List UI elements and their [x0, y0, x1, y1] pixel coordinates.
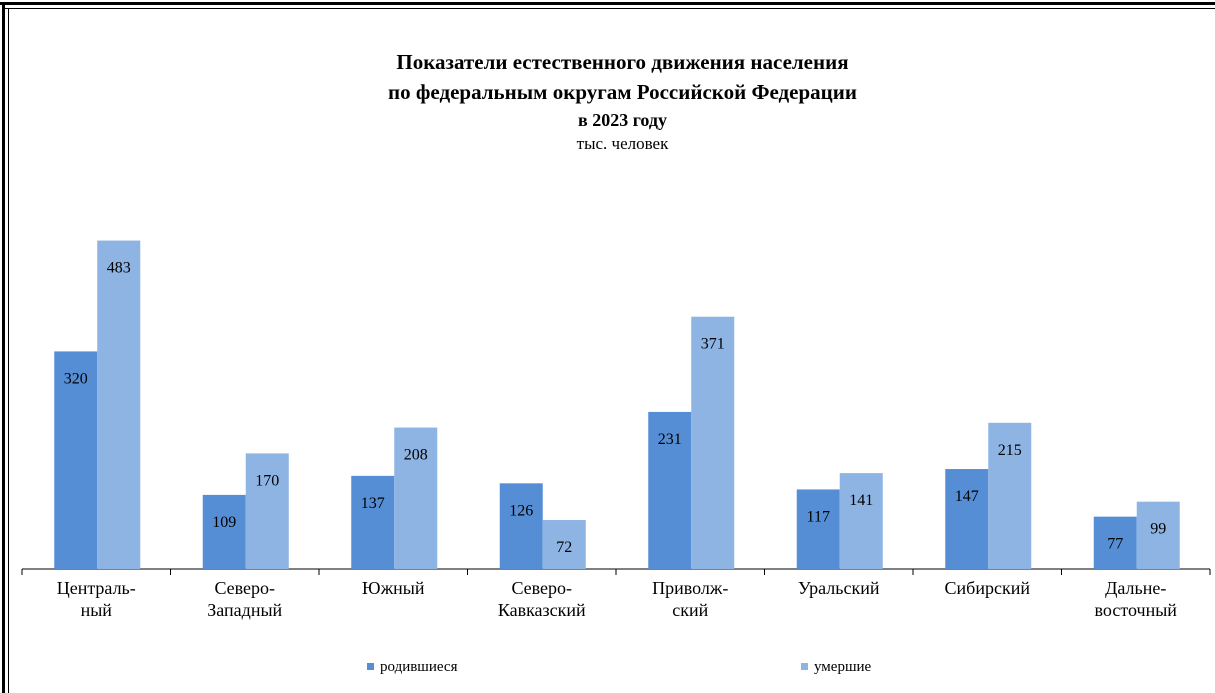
category-label: Южный: [362, 578, 425, 598]
category-label: Дальне-восточный: [1095, 578, 1178, 620]
data-label: 170: [255, 472, 279, 489]
bar-deaths: [1136, 501, 1180, 569]
bar-deaths: [394, 427, 438, 569]
chart-title: Показатели естественного движения населе…: [396, 50, 849, 74]
data-label: 371: [701, 336, 725, 353]
bar-deaths: [542, 520, 586, 569]
data-label: 72: [556, 539, 572, 556]
bar-births: [54, 351, 98, 569]
legend-label-births: родившиеся: [380, 659, 458, 675]
chart-subtitle: в 2023 году: [577, 110, 668, 130]
bar-births: [796, 489, 840, 569]
legend-label-deaths: умершие: [814, 659, 872, 675]
data-label: 137: [361, 495, 385, 512]
data-label: 117: [807, 508, 830, 525]
legend-swatch-deaths: [801, 663, 808, 670]
bar-births: [351, 475, 395, 569]
bar-births: [648, 411, 692, 569]
data-label: 208: [404, 447, 428, 464]
category-label: Северо-Западный: [207, 578, 282, 620]
bar-births: [499, 483, 543, 569]
category-label: Приволж-ский: [652, 578, 728, 620]
chart-unit: тыс. человек: [576, 134, 669, 153]
bar-deaths: [988, 422, 1032, 569]
data-label: 99: [1150, 521, 1166, 538]
data-label: 483: [107, 260, 131, 277]
bar-deaths: [839, 473, 883, 569]
bar-births: [945, 469, 989, 569]
category-label: Северо-Кавказский: [498, 578, 586, 620]
data-label: 147: [955, 488, 979, 505]
data-label: 215: [998, 442, 1022, 459]
category-label: Уральский: [798, 578, 880, 598]
data-label: 126: [509, 502, 533, 519]
frame-border-top: [0, 2, 1215, 5]
data-label: 141: [849, 492, 873, 509]
chart-title-line2: по федеральным округам Российской Федера…: [388, 80, 857, 104]
data-label: 109: [212, 514, 236, 531]
bar-deaths: [691, 316, 735, 569]
data-label: 320: [64, 370, 88, 387]
bar-deaths: [245, 453, 289, 569]
frame-border-top-inner: [3, 8, 1215, 9]
category-label: Централь-ный: [57, 578, 136, 620]
data-label: 77: [1107, 536, 1123, 553]
category-label: Сибирский: [945, 578, 1031, 598]
legend-swatch-births: [367, 663, 374, 670]
data-label: 231: [658, 431, 682, 448]
bar-deaths: [97, 240, 141, 569]
frame-border-left-inner: [8, 8, 9, 693]
frame-border-left: [2, 2, 5, 693]
bar-births: [1093, 516, 1137, 569]
bar-births: [202, 494, 246, 569]
